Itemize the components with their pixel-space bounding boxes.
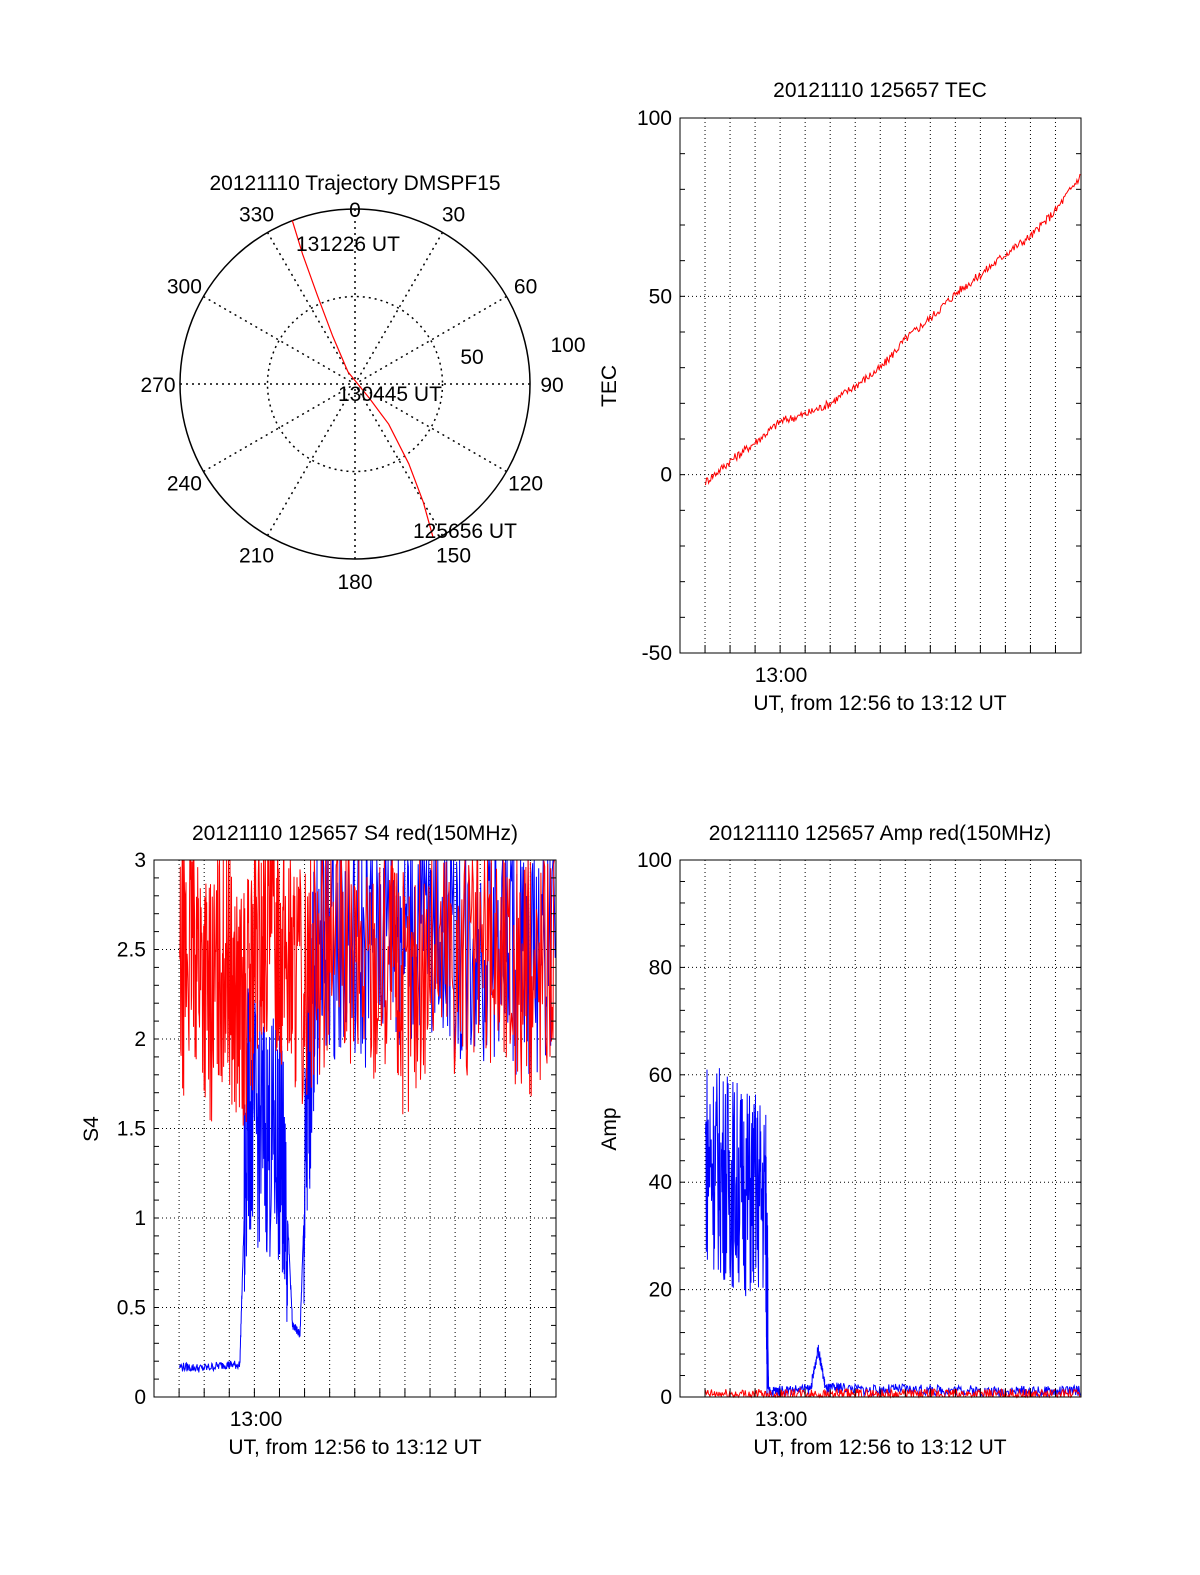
y-tick-label: 80 [649,956,672,979]
y-tick-label: 0 [134,1386,146,1409]
y-tick-label: 3 [134,849,146,872]
polar-title: 20121110 Trajectory DMSPF15 [209,172,500,195]
tec-xtick-label: 13:00 [755,664,808,687]
azimuth-tick-label: 300 [167,276,202,299]
azimuth-tick-label: 330 [239,203,274,226]
y-tick-label: 1 [134,1207,146,1230]
azimuth-tick-label: 180 [337,571,372,594]
tec-xlabel: UT, from 12:56 to 13:12 UT [753,692,1006,715]
y-tick-label: 50 [649,285,672,308]
azimuth-tick-label: 30 [442,203,465,226]
trajectory-mid-label: 130445 UT [338,383,442,406]
y-tick-label: 2 [134,1028,146,1051]
y-tick-label: 0 [660,1386,672,1409]
amp-ylabel: Amp [598,1107,621,1150]
amp-ticks: 100 80 60 40 20 0 [637,849,1081,1409]
azimuth-tick-label: 90 [540,374,563,397]
azimuth-tick-label: 150 [436,545,471,568]
azimuth-tick-label: 240 [167,473,202,496]
series-line [705,1387,1081,1399]
trajectory-polar-plot: 20121110 Trajectory DMSPF15 0 30 60 90 120 15… [140,172,585,594]
y-tick-label: 40 [649,1171,672,1194]
s4-xtick-label: 13:00 [230,1408,283,1431]
amp-xtick-label: 13:00 [755,1408,808,1431]
azimuth-tick-label: 120 [508,473,543,496]
polar-grid [180,209,530,559]
s4-xlabel: UT, from 12:56 to 13:12 UT [228,1436,481,1459]
azimuth-tick-label: 0 [349,199,361,222]
amp-series [705,1068,1081,1399]
polar-spoke [266,232,444,536]
azimuth-tick-label: 270 [140,374,175,397]
y-tick-label: 1.5 [117,1118,146,1141]
series-line [705,1068,1081,1398]
s4-title: 20121110 125657 S4 red(150MHz) [192,822,518,845]
azimuth-tick-label: 210 [239,545,274,568]
y-tick-label: 100 [637,849,672,872]
tec-series [705,173,1081,486]
series-line [179,859,556,1126]
y-tick-label: 0.5 [117,1297,146,1320]
trajectory-start-label: 125656 UT [413,520,517,543]
y-tick-label: -50 [642,642,672,665]
tec-ticks: 100 50 0 -50 [637,107,1081,665]
s4-series [179,859,556,1373]
y-tick-label: 20 [649,1279,672,1302]
tec-title: 20121110 125657 TEC [773,79,987,102]
amp-title: 20121110 125657 Amp red(150MHz) [709,822,1051,845]
amp-plot: 20121110 125657 Amp red(150MHz) 100 80 60 4… [598,822,1082,1459]
y-tick-label: 2.5 [117,939,146,962]
amp-xlabel: UT, from 12:56 to 13:12 UT [753,1436,1006,1459]
polar-outer-circle [179,208,531,560]
y-tick-label: 100 [637,107,672,130]
radial-tick-50: 50 [460,346,483,369]
s4-plot: 20121110 125657 S4 red(150MHz) 3 2.5 2 1.5 1… [80,822,557,1459]
tec-grid [680,118,1081,653]
y-tick-label: 60 [649,1064,672,1087]
azimuth-tick-labels: 0 30 60 90 120 150 180 210 240 270 300 330 [140,199,563,594]
trajectory-end-label: 131226 UT [296,233,400,256]
azimuth-tick-label: 60 [514,276,537,299]
s4-ticks: 3 2.5 2 1.5 1 0.5 0 [117,849,556,1409]
trajectory-line [291,220,434,537]
series-line [705,173,1081,486]
s4-ylabel: S4 [80,1116,103,1142]
polar-radial-ring-50 [266,295,444,473]
radial-tick-100: 100 [550,334,585,357]
tec-ylabel: TEC [598,365,621,407]
y-tick-label: 0 [660,464,672,487]
